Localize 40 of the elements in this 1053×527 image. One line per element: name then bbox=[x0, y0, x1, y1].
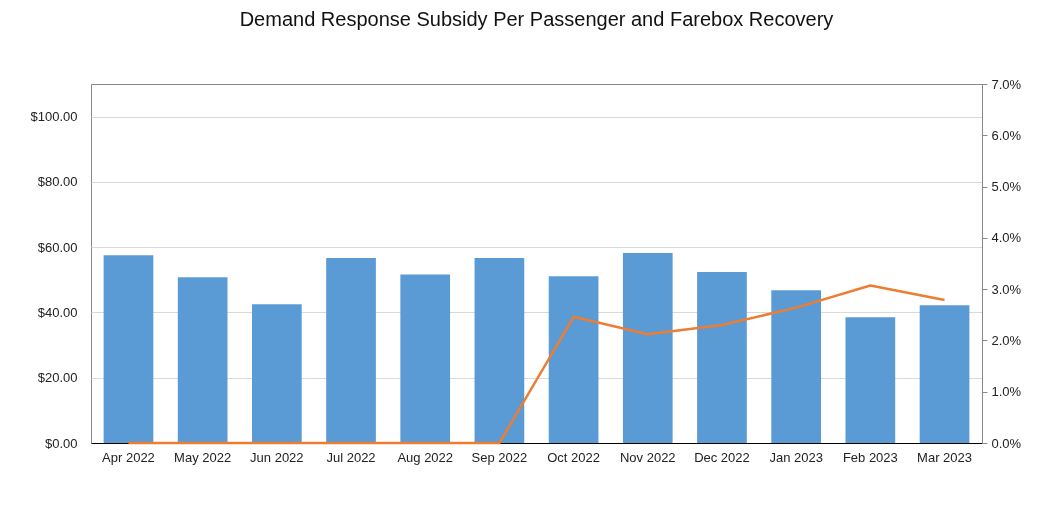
y2-tick-label: 3.0% bbox=[991, 281, 1022, 297]
x-tick-label: Aug 2022 bbox=[397, 449, 454, 465]
y2-tick-label: 7.0% bbox=[991, 76, 1022, 92]
x-tick-label: May 2022 bbox=[174, 449, 232, 465]
bar bbox=[177, 277, 228, 443]
y-tick-label: $80.00 bbox=[37, 174, 78, 190]
y2-tick-label: 0.0% bbox=[991, 435, 1022, 451]
chart-title: Demand Response Subsidy Per Passenger and Farebox Recovery bbox=[239, 8, 834, 30]
bar bbox=[548, 276, 599, 443]
y-tick-label: $100.00 bbox=[30, 109, 78, 125]
x-tick-label: Feb 2023 bbox=[842, 449, 898, 465]
x-tick-label: Oct 2022 bbox=[547, 449, 600, 465]
line-series bbox=[127, 284, 946, 445]
x-tick-label: Jan 2023 bbox=[769, 449, 823, 465]
x-tick-label: Apr 2022 bbox=[102, 449, 155, 465]
y2-tick-label: 2.0% bbox=[991, 332, 1022, 348]
bar bbox=[919, 305, 970, 443]
y-tick-label: $20.00 bbox=[37, 370, 78, 386]
y-tick-label: $40.00 bbox=[37, 304, 78, 320]
bar bbox=[622, 253, 673, 443]
y-tick-label: $0.00 bbox=[44, 435, 78, 451]
bar bbox=[326, 257, 376, 443]
bar bbox=[103, 255, 154, 443]
bar bbox=[845, 317, 896, 443]
bar bbox=[251, 304, 302, 443]
x-tick-label: Jul 2022 bbox=[326, 449, 376, 465]
bar bbox=[697, 271, 747, 443]
bar bbox=[474, 257, 525, 443]
y2-tick-label: 5.0% bbox=[991, 179, 1022, 195]
x-tick-label: Jun 2022 bbox=[250, 449, 304, 465]
y2-tick-label: 4.0% bbox=[991, 230, 1022, 246]
y2-tick-label: 1.0% bbox=[991, 384, 1022, 400]
x-tick-label: Sep 2022 bbox=[471, 449, 528, 465]
y2-tick-label: 6.0% bbox=[991, 127, 1022, 143]
y-tick-label: $60.00 bbox=[37, 239, 78, 255]
x-tick-label: Nov 2022 bbox=[619, 449, 676, 465]
x-tick-label: Mar 2023 bbox=[917, 449, 972, 465]
bar bbox=[400, 274, 451, 443]
bar bbox=[771, 290, 822, 443]
x-tick-label: Dec 2022 bbox=[694, 449, 750, 465]
